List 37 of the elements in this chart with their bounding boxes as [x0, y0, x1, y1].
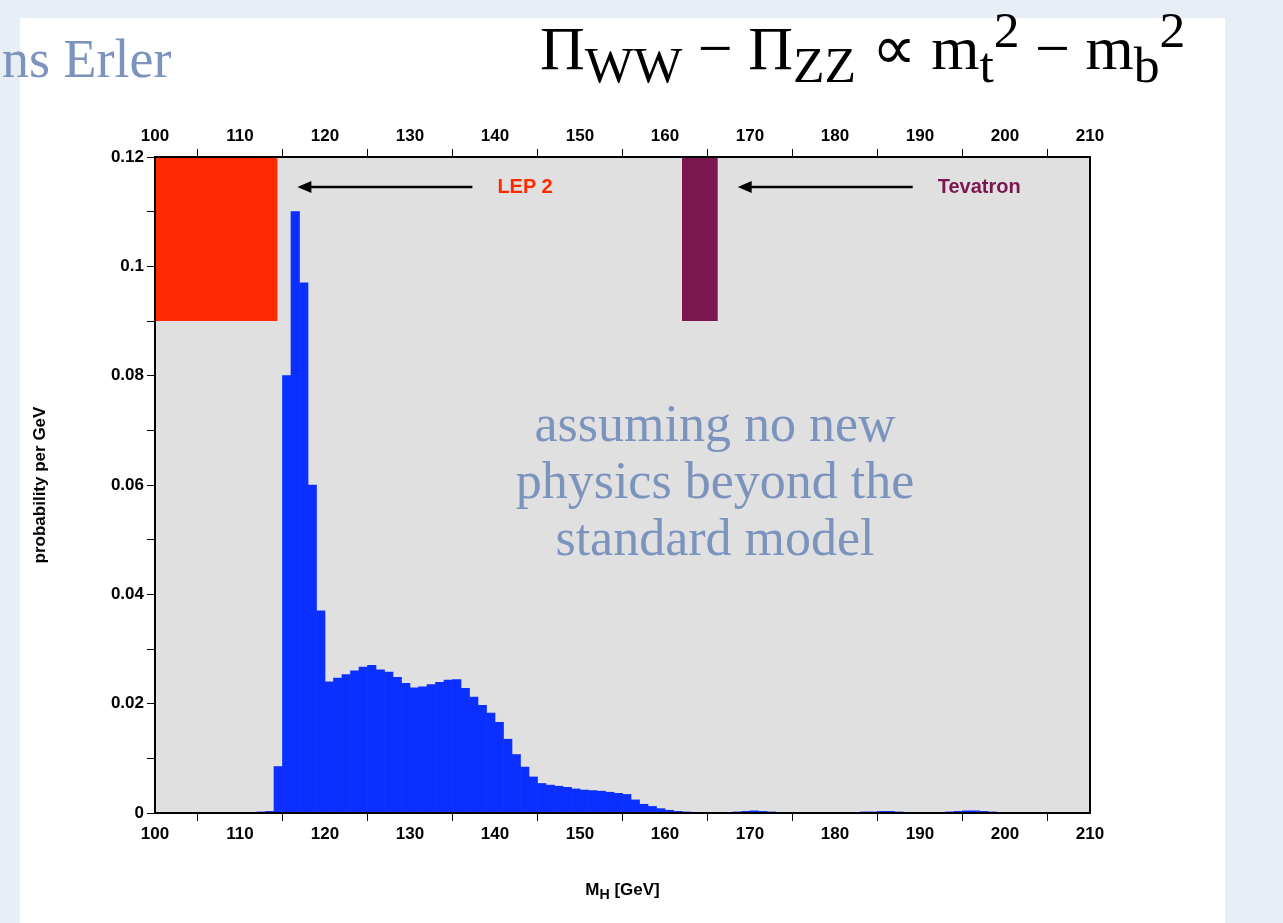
y-tick-label: 0 [134, 802, 144, 822]
x2-tick-label: 150 [565, 126, 595, 146]
x-tick-label: 100 [140, 823, 170, 843]
x2-tick-label: 180 [820, 126, 850, 146]
x2-tick-label: 110 [226, 126, 254, 146]
x2-tick-label: 120 [310, 126, 340, 146]
band-label: LEP 2 [497, 174, 553, 197]
x-tick-label: 200 [990, 823, 1020, 843]
x2-tick-label: 140 [480, 126, 510, 146]
x-tick-label: 150 [565, 823, 595, 843]
x2-tick-label: 130 [395, 126, 425, 146]
x-tick-label: 140 [480, 823, 510, 843]
band-label: Tevatron [937, 174, 1021, 197]
x2-tick-label: 160 [650, 126, 680, 146]
x2-tick-label: 170 [735, 126, 765, 146]
y-tick-label: 0.04 [110, 584, 145, 604]
y-tick-label: 0.06 [110, 474, 144, 494]
x-tick-label: 120 [310, 823, 340, 843]
x-tick-label: 170 [735, 823, 765, 843]
text: ns Erler [2, 29, 172, 90]
x2-tick-label: 100 [140, 126, 170, 146]
x2-tick-label: 210 [1075, 126, 1105, 146]
annotation: assuming no new physics beyond the standard model [514, 395, 916, 567]
x-tick-label: 210 [1075, 823, 1105, 843]
x-axis-title: M$_{H}$ [GeV] [584, 880, 661, 903]
y-tick-label: 0.1 [120, 256, 144, 276]
y-axis-title: probability per GeV [29, 405, 49, 564]
y-tick-label: 0.12 [110, 146, 144, 166]
x-tick-label: 160 [650, 823, 680, 843]
x-tick-label: 180 [820, 823, 850, 843]
y-tick-label: 0.08 [110, 365, 144, 385]
x2-tick-label: 200 [990, 126, 1020, 146]
x-tick-label: 110 [226, 823, 254, 843]
x-tick-label: 190 [905, 823, 935, 843]
x-tick-label: 130 [395, 823, 425, 843]
x2-tick-label: 190 [905, 126, 935, 146]
y-tick-label: 0.02 [110, 693, 144, 713]
